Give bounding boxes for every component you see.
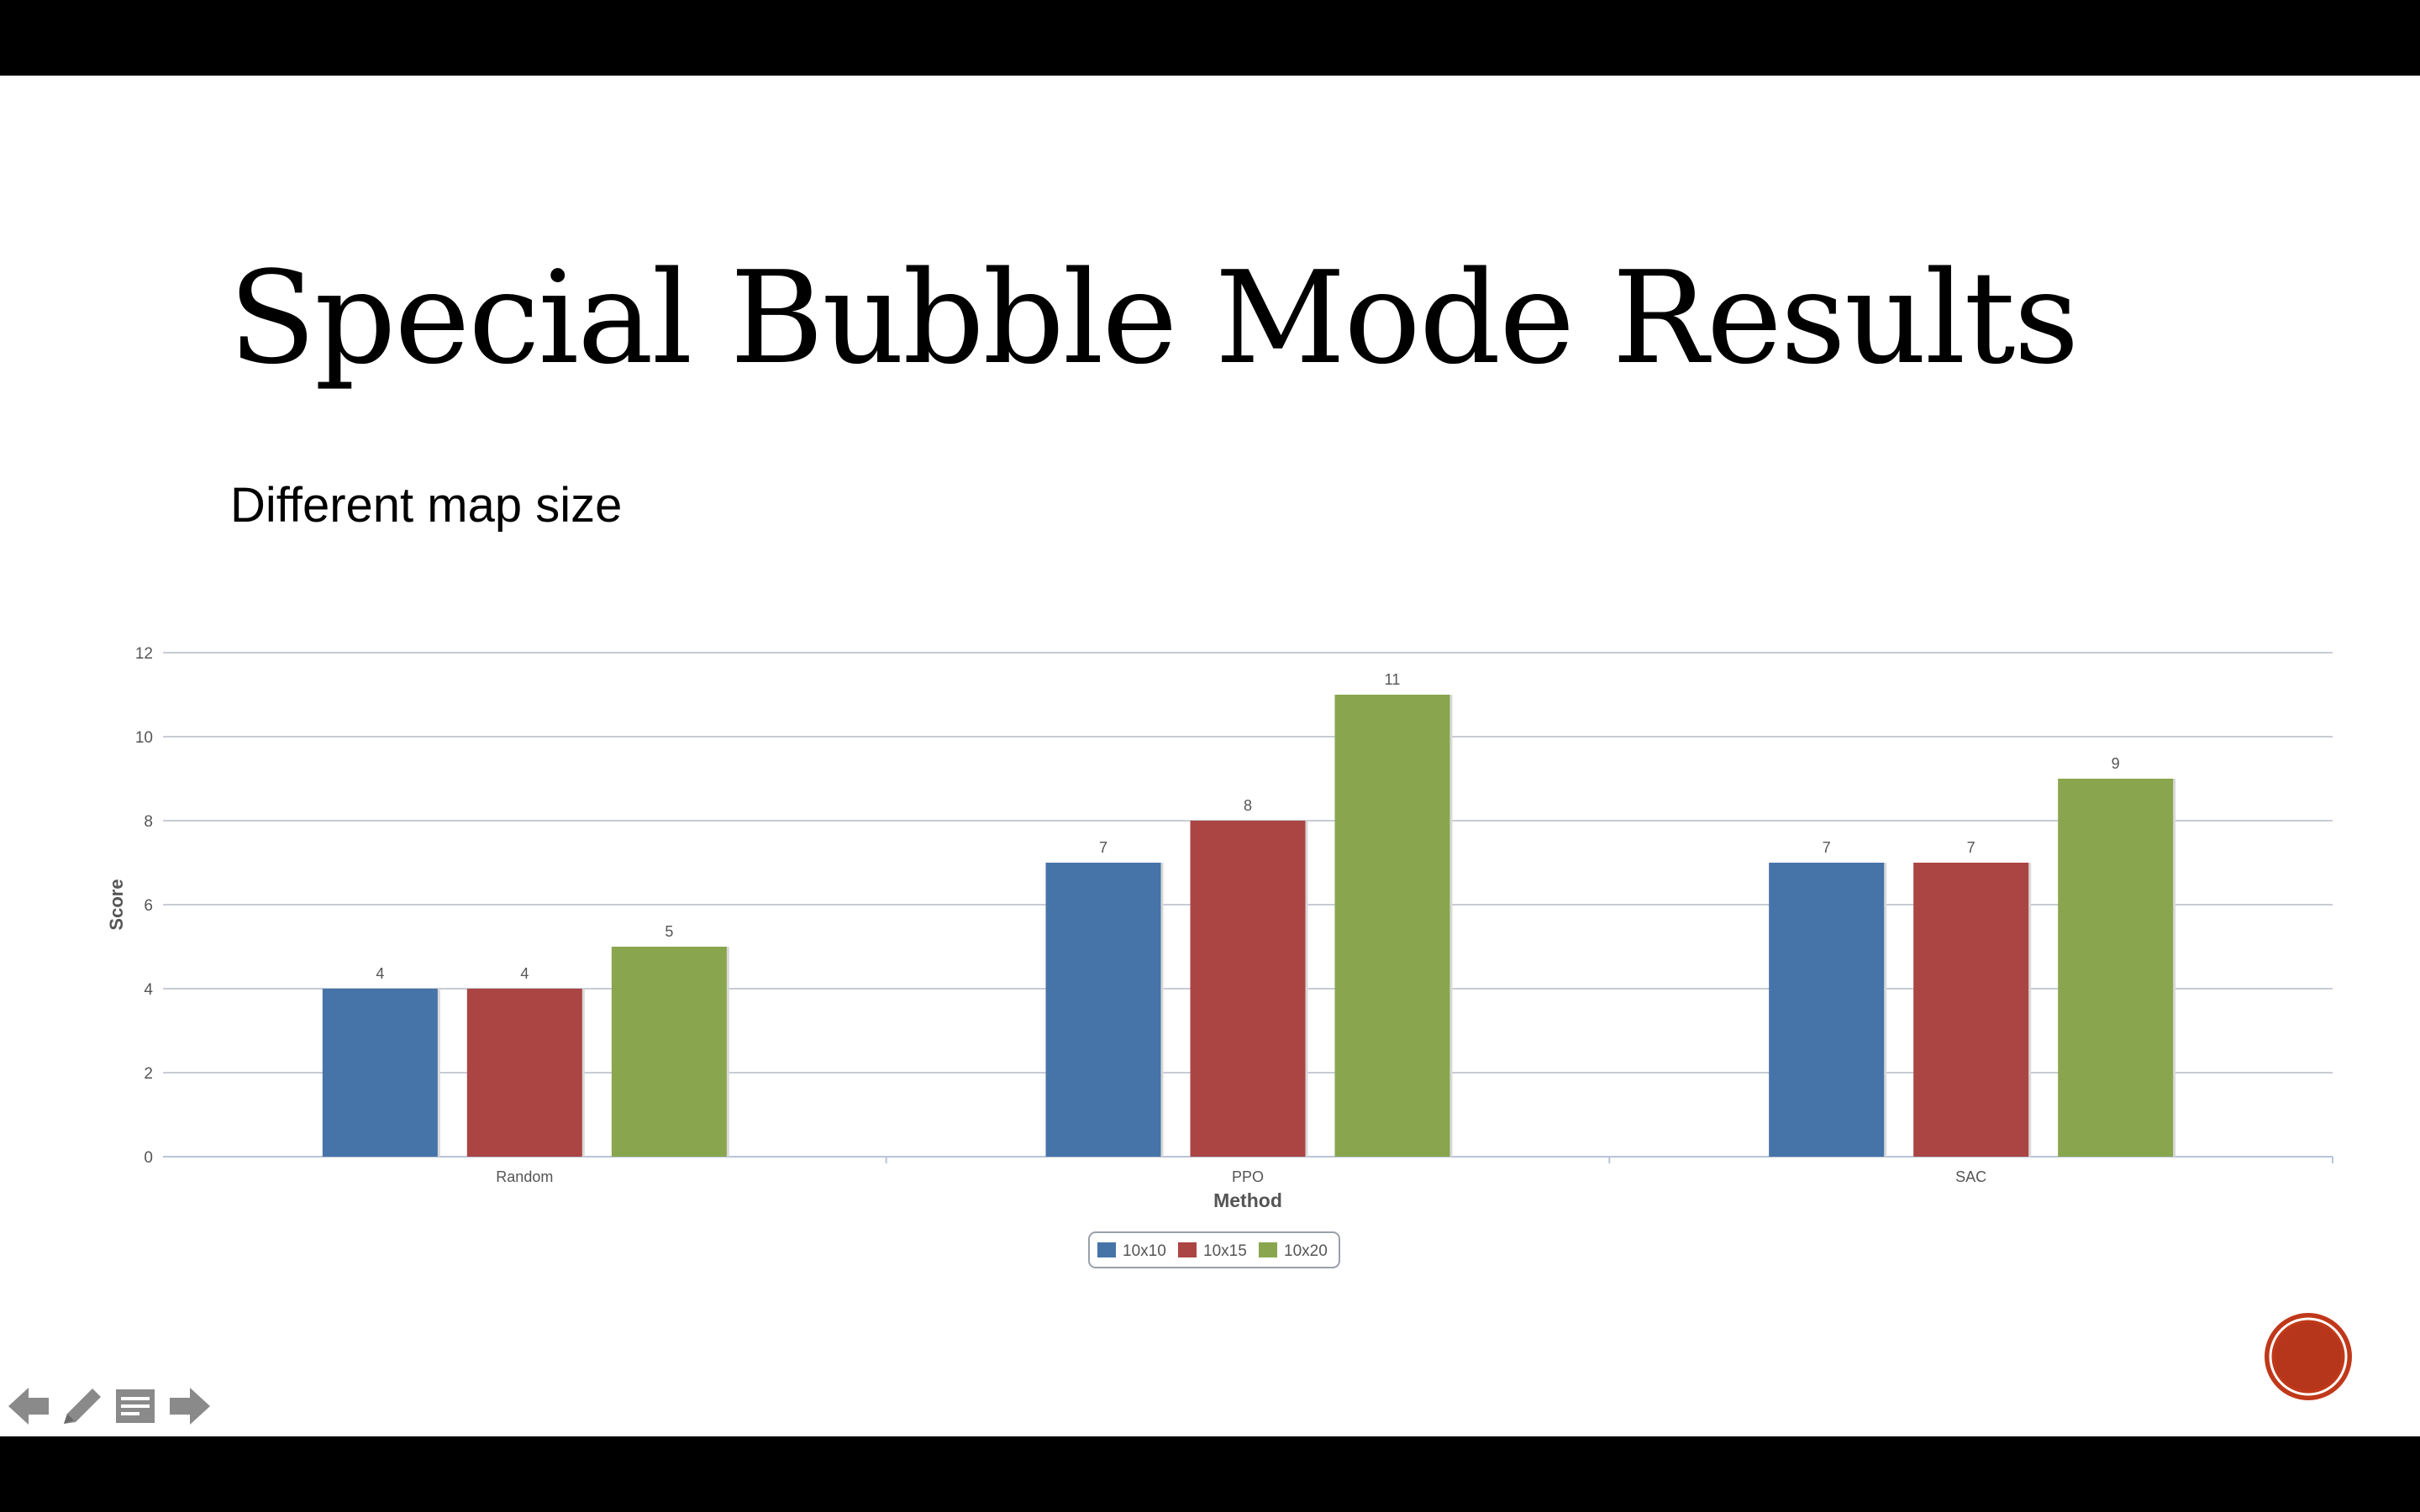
bar	[1913, 863, 2029, 1157]
y-tick-label: 12	[135, 645, 153, 663]
legend-label: 10x10	[1123, 1242, 1166, 1260]
arrow-right-icon[interactable]	[165, 1382, 213, 1431]
bar	[1045, 863, 1161, 1157]
data-label: 4	[376, 965, 384, 982]
y-tick-label: 0	[144, 1149, 153, 1167]
data-label: 7	[1967, 839, 1975, 856]
x-tick-label: PPO	[1232, 1168, 1264, 1185]
slideshow-controls	[5, 1382, 224, 1441]
legend-label: 10x15	[1203, 1242, 1247, 1260]
data-label: 9	[2112, 755, 2120, 772]
legend-box	[1088, 1231, 1340, 1268]
legend-label: 10x20	[1284, 1242, 1328, 1260]
bar	[611, 947, 727, 1157]
data-label: 11	[1385, 671, 1401, 688]
data-label: 5	[665, 923, 673, 940]
x-tick-label: Random	[496, 1168, 553, 1185]
slide-menu-icon[interactable]	[111, 1382, 160, 1431]
legend-swatch	[1259, 1242, 1277, 1257]
bar	[1769, 863, 1885, 1157]
bar	[322, 989, 438, 1157]
slide-title: Special Bubble Mode Results	[229, 244, 2079, 392]
pencil-icon[interactable]	[57, 1382, 106, 1431]
bar-chart: 0 2 4 6 8 10 12 Score Random 4 4 5 PPO 7 8 11 SAC 7 7 9 Meth…	[106, 645, 2333, 1268]
bar	[466, 989, 582, 1157]
data-label: 4	[520, 965, 529, 982]
record-button-icon[interactable]	[2262, 1310, 2354, 1403]
data-label: 7	[1099, 839, 1107, 856]
bar	[1190, 821, 1306, 1157]
y-tick-label: 4	[144, 981, 153, 999]
y-tick-label: 6	[144, 897, 153, 915]
y-tick-label: 2	[144, 1065, 153, 1083]
y-axis-title: Score	[106, 879, 127, 930]
y-tick-label: 8	[144, 813, 153, 831]
slide-subtitle: Different map size	[230, 478, 623, 533]
letterbox-bottom	[0, 1436, 2420, 1512]
y-tick-label: 10	[135, 729, 153, 747]
arrow-left-icon[interactable]	[5, 1382, 54, 1431]
legend-swatch	[1178, 1242, 1197, 1257]
letterbox-top	[0, 0, 2420, 76]
data-label: 8	[1244, 797, 1252, 814]
bar	[2058, 779, 2174, 1157]
slide: Special Bubble Mode Results Different ma…	[0, 76, 2420, 1436]
x-axis-title: Method	[1213, 1189, 1282, 1211]
bar	[1334, 695, 1450, 1157]
legend-swatch	[1097, 1242, 1116, 1257]
x-tick-label: SAC	[1955, 1168, 1986, 1185]
data-label: 7	[1823, 839, 1831, 856]
